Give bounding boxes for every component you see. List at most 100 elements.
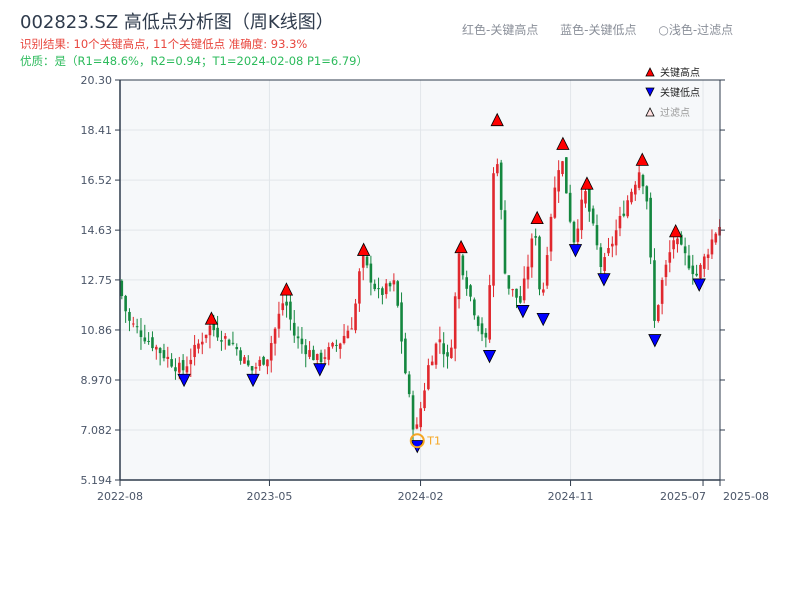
candle-up <box>656 305 660 321</box>
candle-up <box>634 184 637 195</box>
candle-down <box>120 280 124 297</box>
candle-up <box>392 280 396 285</box>
legend-blue: 蓝色-关键低点 <box>560 23 637 37</box>
candle-down <box>220 340 223 342</box>
candle-down <box>568 192 572 222</box>
key-low-marker <box>568 244 583 258</box>
candle-up <box>561 161 564 175</box>
candle-up <box>177 362 181 373</box>
candle-down <box>231 342 235 344</box>
candle-up <box>584 191 587 204</box>
candle-up <box>166 356 170 359</box>
key-low-marker <box>177 373 191 388</box>
key-high-marker <box>530 210 544 225</box>
candle-up <box>243 357 246 364</box>
candle-up <box>200 341 204 345</box>
x-tick-label: 2024-02 <box>398 490 444 503</box>
key-high-marker <box>454 239 468 254</box>
candle-down <box>407 374 411 395</box>
x-tick-label: 2025-08 <box>723 490 769 503</box>
candle-down <box>365 256 369 266</box>
candle-down <box>285 301 288 306</box>
candle-down <box>296 336 300 339</box>
key-low-marker <box>536 312 550 327</box>
candle-down <box>174 367 177 372</box>
chart-title: 002823.SZ 高低点分析图（周K线图） <box>20 12 334 33</box>
candle-down <box>691 265 695 275</box>
candle-down <box>599 247 603 268</box>
candle-up <box>189 359 193 365</box>
candle-down <box>388 282 392 287</box>
candle-down <box>227 339 231 346</box>
candle-up <box>522 278 526 301</box>
candle-down <box>622 213 626 216</box>
candle-down <box>499 162 503 210</box>
candle-down <box>641 175 645 187</box>
candle-up <box>668 252 672 263</box>
candle-up <box>185 366 189 373</box>
candle-down <box>515 288 518 298</box>
candle-up <box>434 343 438 365</box>
candle-down <box>212 322 216 331</box>
candle-down <box>679 234 683 245</box>
candle-down <box>411 395 415 430</box>
candle-down <box>649 197 652 258</box>
candle-up <box>457 253 461 300</box>
key-low-marker <box>516 305 530 319</box>
candle-down <box>473 299 476 316</box>
candle-up <box>327 347 331 360</box>
candle-down <box>404 338 407 374</box>
candle-up <box>204 334 208 339</box>
y-tick-label: 8.970 <box>81 374 113 387</box>
candle-down <box>683 246 687 254</box>
candle-down <box>446 352 449 357</box>
candle-down <box>216 327 219 338</box>
candle-up <box>131 323 135 325</box>
candle-down <box>246 360 250 366</box>
candle-up <box>254 367 258 369</box>
candle-up <box>672 240 675 250</box>
key-high-marker <box>279 282 294 296</box>
color-legend: 红色-关键高点 蓝色-关键低点 ○浅色-过滤点 <box>462 21 733 38</box>
candle-down <box>369 263 373 283</box>
candle-up <box>223 336 227 339</box>
candle-up <box>710 239 714 255</box>
candle-up <box>450 347 453 359</box>
y-tick-label: 16.52 <box>81 174 113 187</box>
candle-down <box>484 332 488 338</box>
candle-down <box>147 340 150 342</box>
candle-down <box>687 255 691 269</box>
candle-up <box>415 424 419 429</box>
legend-label: 过滤点 <box>660 106 690 119</box>
candle-up <box>542 289 545 293</box>
candle-up <box>427 365 430 390</box>
candle-down <box>335 344 338 346</box>
candle-up <box>576 228 580 242</box>
key-low-marker <box>692 278 706 292</box>
candle-down <box>461 255 465 276</box>
key-high-marker <box>669 223 683 238</box>
key-high-marker <box>356 242 371 256</box>
key-high-marker <box>635 152 649 166</box>
candle-down <box>591 208 595 224</box>
candle-up <box>660 280 664 304</box>
key-high-marker <box>580 176 594 190</box>
candle-down <box>377 288 380 290</box>
legend-light: ○浅色-过滤点 <box>658 23 734 37</box>
candle-down <box>480 323 484 335</box>
y-tick-label: 20.30 <box>81 74 113 87</box>
candle-up <box>664 264 668 278</box>
legend-label: 关键高点 <box>660 66 700 79</box>
candle-down <box>538 236 541 290</box>
candle-up <box>557 170 560 192</box>
t1-circle <box>409 433 425 449</box>
x-tick-label: 2025-07 <box>660 490 706 503</box>
candle-up <box>361 255 365 268</box>
candle-down <box>170 359 173 367</box>
candle-up <box>530 238 534 268</box>
candle-up <box>430 361 434 366</box>
candle-up <box>197 343 200 349</box>
x-tick-label: 2022-08 <box>97 490 143 503</box>
candle-down <box>476 316 480 326</box>
quality-summary: 优质：是（R1=48.6%，R2=0.94；T1=2024-02-08 P1=6… <box>20 54 368 68</box>
